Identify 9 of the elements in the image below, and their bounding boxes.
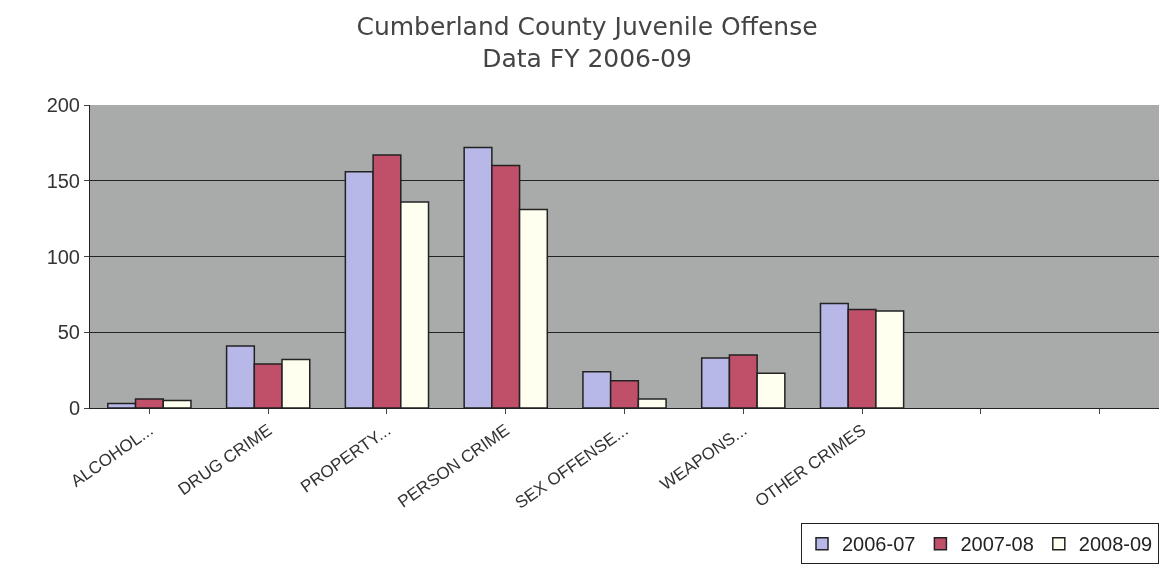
y-tick-label: 150 xyxy=(46,169,80,192)
y-tick-label: 0 xyxy=(68,397,80,419)
legend-label: 2006-07 xyxy=(842,533,916,556)
y-tick-label: 200 xyxy=(46,94,80,116)
chart-title: Cumberland County Juvenile Offense Data FY 2006-09 xyxy=(356,11,818,74)
legend-label: 2008-09 xyxy=(1078,533,1153,556)
y-tick-label: 50 xyxy=(57,321,80,344)
legend-label: 2007-08 xyxy=(960,533,1034,556)
y-tick-label: 100 xyxy=(46,245,80,268)
